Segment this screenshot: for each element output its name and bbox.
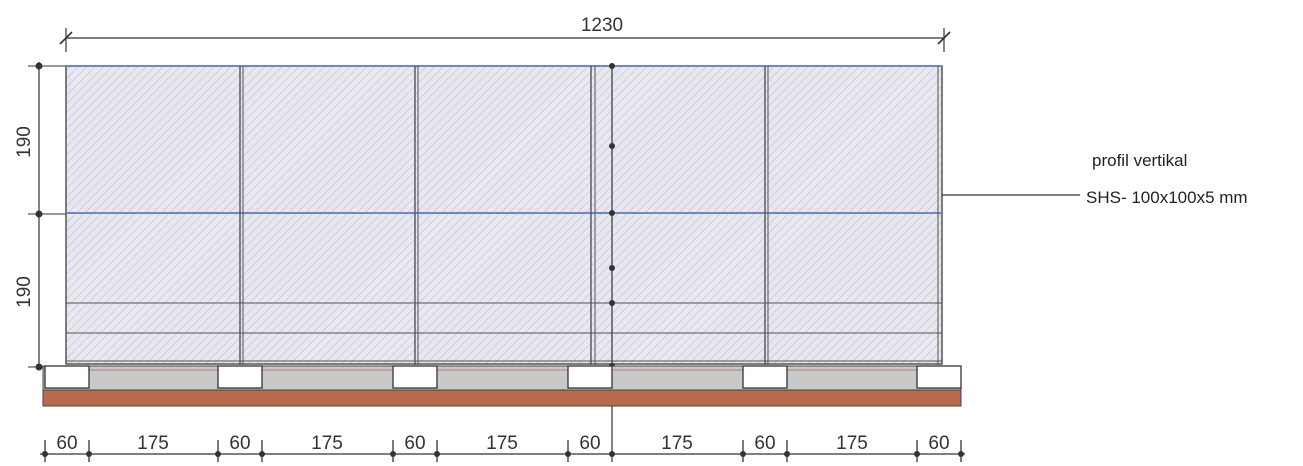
- dim-175-5: 175: [836, 433, 868, 454]
- vertical-posts: [239, 66, 939, 365]
- left-dimension: 190 190: [14, 62, 70, 371]
- post-footings: [44, 365, 962, 389]
- dim-175-4: 175: [661, 433, 693, 454]
- lower-height-label: 190: [14, 276, 35, 308]
- dim-60-1: 60: [56, 433, 77, 454]
- dim-60-6: 60: [928, 433, 949, 454]
- dim-60-3: 60: [404, 433, 425, 454]
- dim-175-3: 175: [486, 433, 518, 454]
- dim-60-2: 60: [229, 433, 250, 454]
- fence-panel: [65, 65, 943, 365]
- top-dimension: 1230: [59, 15, 951, 52]
- dim-175-2: 175: [311, 433, 343, 454]
- annotation-line-1: profil vertikal: [1092, 151, 1187, 170]
- bottom-dimension-chain: 60 175 60 175 60 175 60 175 60 175 60: [40, 433, 965, 462]
- annotation-line-2: SHS- 100x100x5 mm: [1086, 188, 1248, 207]
- upper-height-label: 190: [14, 126, 35, 158]
- dim-175-1: 175: [137, 433, 169, 454]
- profile-annotation: profil vertikal SHS- 100x100x5 mm: [942, 151, 1248, 207]
- dim-60-5: 60: [754, 433, 775, 454]
- dim-60-4: 60: [579, 433, 600, 454]
- overall-width-label: 1230: [581, 15, 623, 36]
- base-strip: [42, 365, 962, 407]
